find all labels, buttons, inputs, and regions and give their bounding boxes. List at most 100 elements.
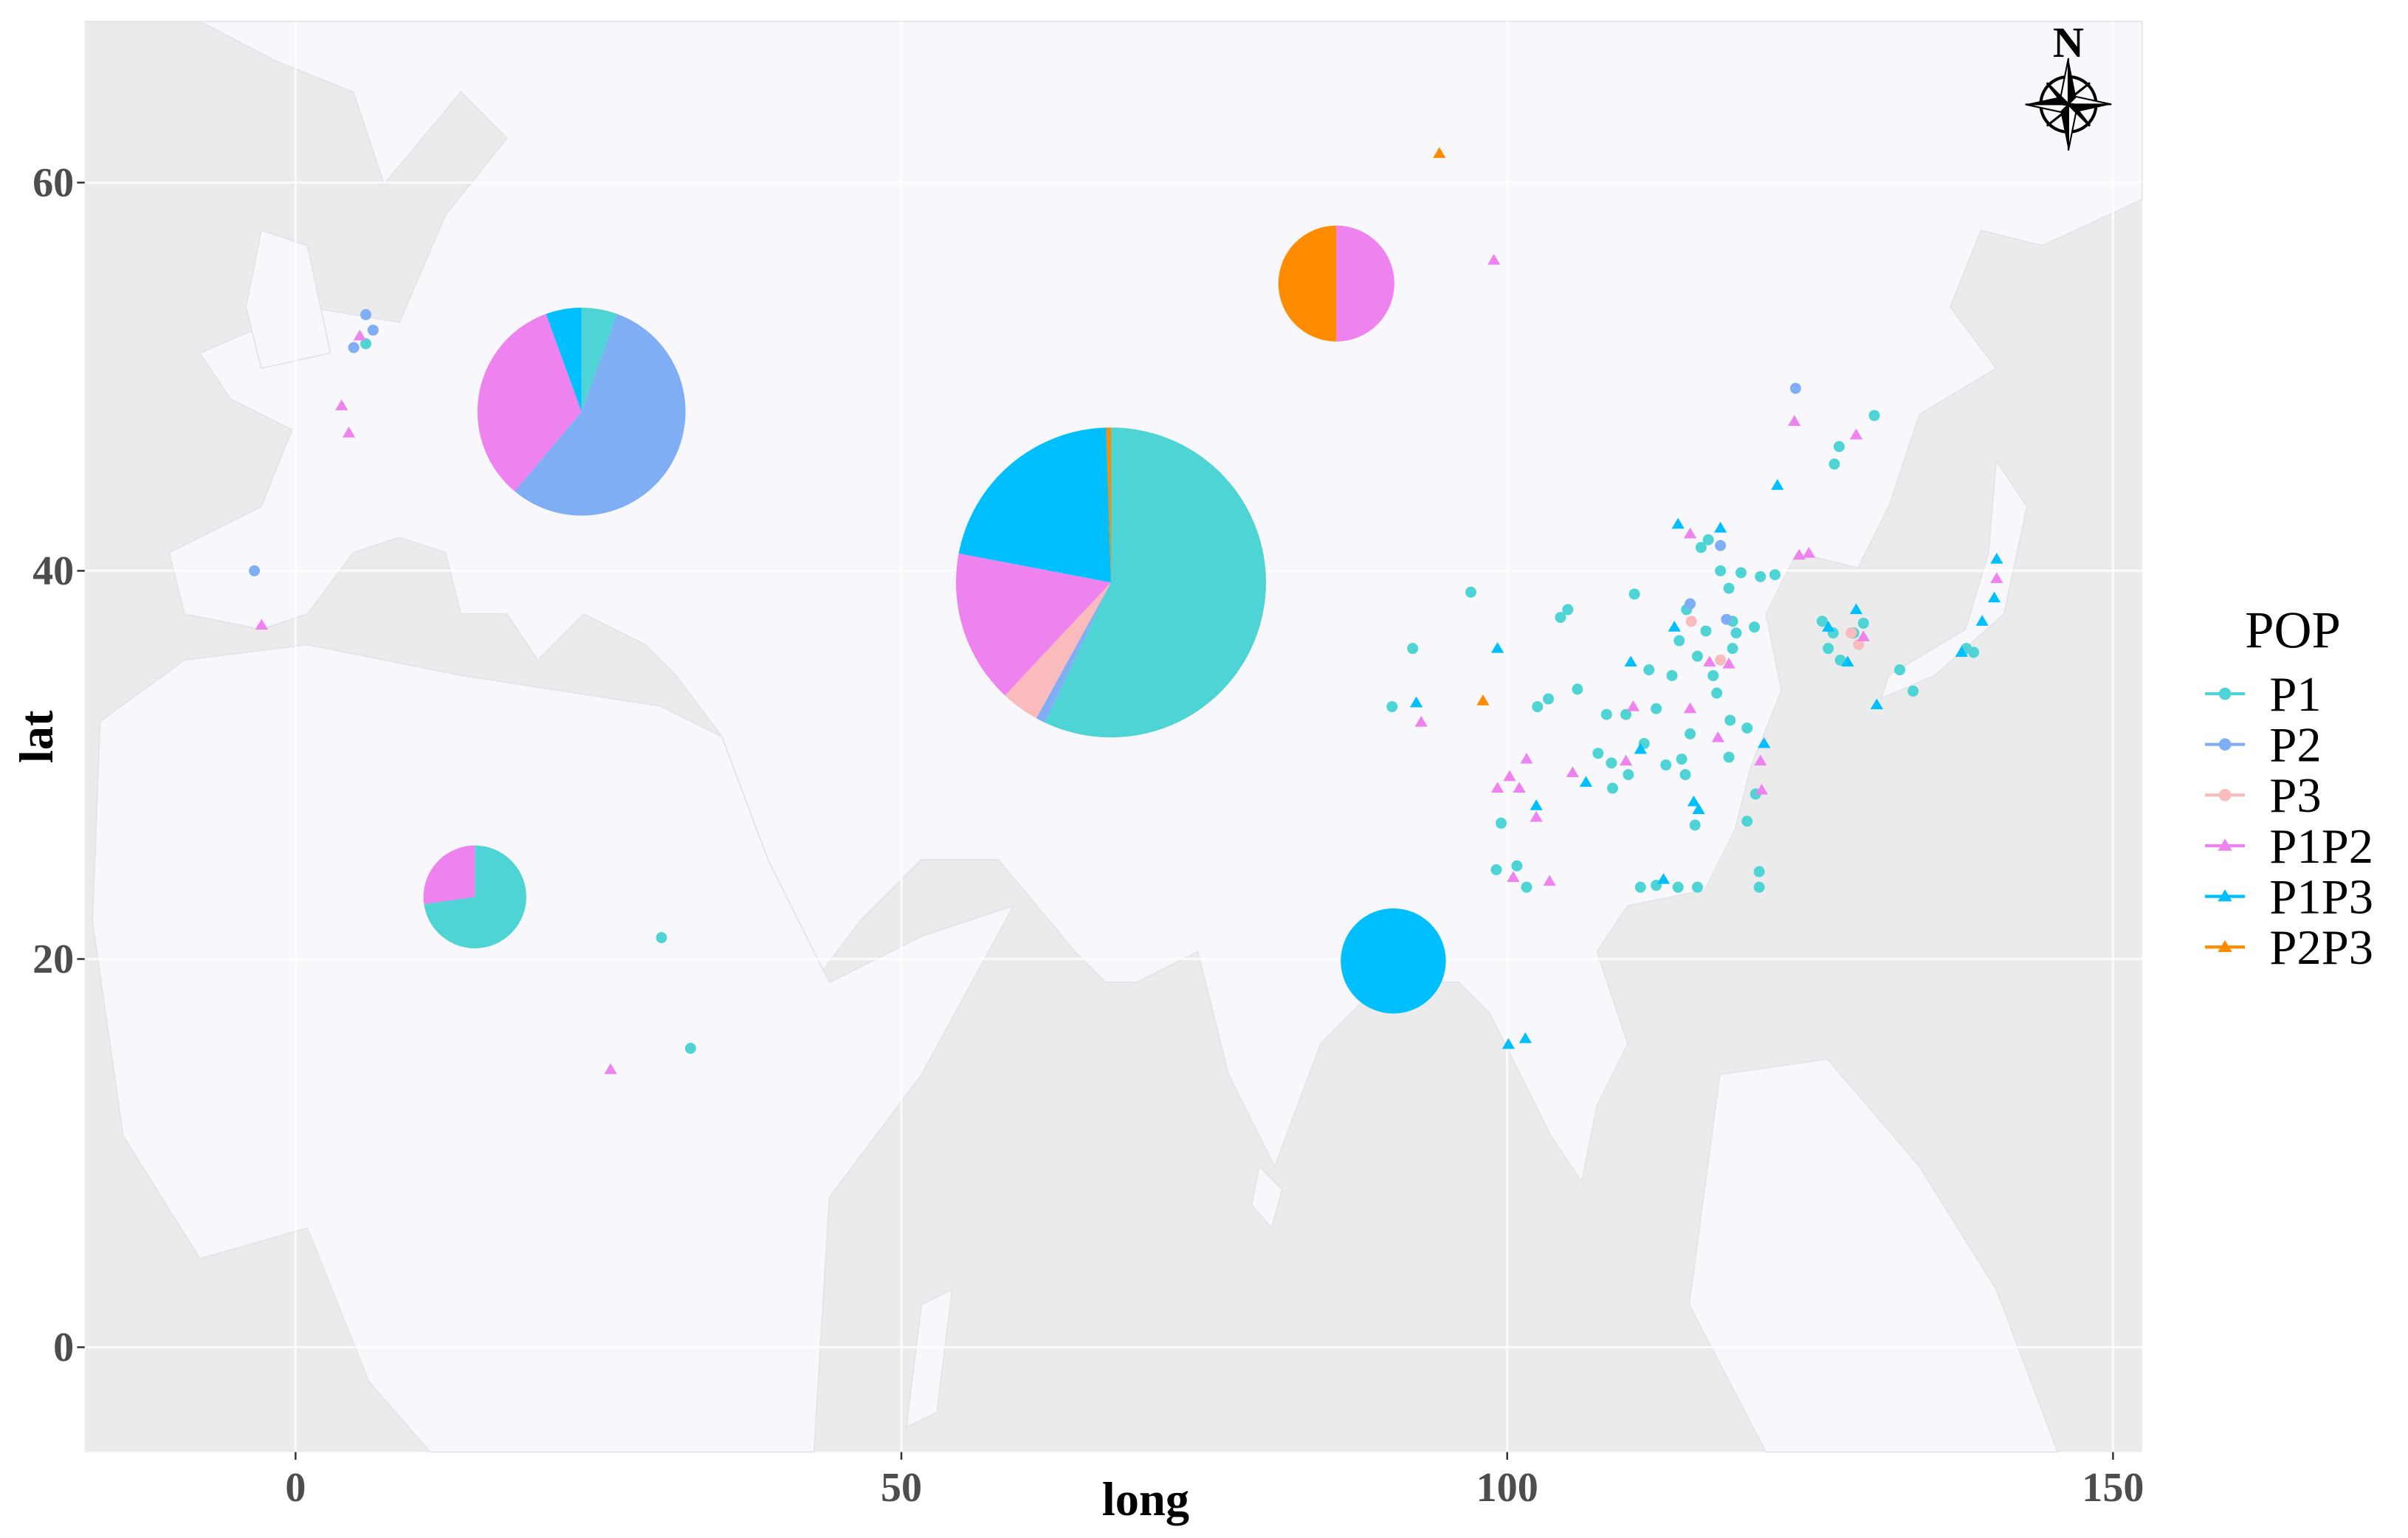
legend-label: P2P3: [2269, 921, 2373, 975]
point: [1908, 686, 1919, 697]
point: [1711, 731, 1724, 742]
point: [1513, 782, 1526, 793]
point: [1707, 669, 1719, 681]
point: [1753, 881, 1765, 893]
point: [1410, 696, 1423, 708]
point: [1975, 615, 1989, 626]
point: [1672, 881, 1684, 893]
point: [1620, 708, 1632, 720]
point: [1711, 687, 1723, 699]
point: [1829, 458, 1840, 470]
pie-slice: [955, 553, 1112, 696]
pie-slice: [424, 845, 526, 948]
point: [1749, 621, 1761, 633]
point: [1628, 588, 1640, 600]
point: [1968, 646, 1980, 658]
point: [1736, 567, 1747, 579]
point: [1521, 881, 1532, 893]
point: [1987, 591, 2001, 603]
point: [1607, 782, 1619, 794]
point: [1666, 669, 1678, 681]
point: [1579, 776, 1593, 787]
point: [1490, 864, 1502, 875]
point: [1606, 757, 1617, 769]
y-tick-label: 40: [32, 548, 74, 594]
point: [1722, 658, 1736, 669]
point: [1679, 769, 1691, 781]
pie-slice: [958, 427, 1112, 583]
point: [1823, 643, 1834, 655]
point: [1518, 1032, 1532, 1044]
point: [1490, 642, 1504, 653]
pie: [955, 427, 1267, 738]
point: [1724, 714, 1736, 726]
point: [335, 399, 348, 410]
point: [1683, 702, 1697, 714]
point: [1543, 693, 1555, 705]
pie: [1341, 908, 1446, 1014]
x-tick-label: 0: [285, 1465, 306, 1511]
point: [1849, 603, 1863, 615]
point: [1685, 728, 1696, 739]
point: [353, 329, 366, 341]
point: [1715, 654, 1727, 666]
point: [1532, 701, 1544, 713]
point: [1721, 613, 1733, 625]
x-tick-label: 150: [2082, 1465, 2144, 1511]
point: [348, 342, 360, 354]
pie: [1278, 225, 1394, 342]
y-tick-label: 20: [32, 937, 74, 982]
point: [1723, 582, 1735, 594]
point: [1501, 1038, 1515, 1049]
legend-marker: [2218, 738, 2232, 751]
legend-label: P2: [2269, 719, 2321, 773]
point: [1955, 646, 1968, 657]
point: [1894, 664, 1906, 676]
point: [1683, 527, 1697, 539]
point: [1723, 751, 1735, 763]
point: [1691, 650, 1703, 662]
pie-slice: [1036, 582, 1112, 723]
point: [1692, 803, 1705, 814]
point: [1769, 569, 1781, 581]
pie-slice: [1106, 427, 1112, 583]
legend-label: P1: [2269, 668, 2321, 722]
point: [1990, 553, 2003, 564]
point: [1816, 615, 1828, 627]
point: [255, 618, 269, 630]
point: [1520, 752, 1533, 764]
point: [1592, 748, 1604, 759]
grid: [84, 21, 2142, 1452]
point: [360, 308, 372, 320]
point: [1833, 441, 1845, 452]
point: [1802, 547, 1816, 558]
compass: [2025, 58, 2112, 151]
point: [1490, 782, 1504, 793]
legend-marker: [2218, 687, 2232, 700]
southeast-islands: [1688, 1058, 2059, 1453]
point: [1695, 542, 1707, 554]
point: [1673, 635, 1685, 646]
point: [1691, 881, 1703, 893]
point: [1407, 643, 1419, 655]
point: [1487, 254, 1501, 265]
point: [1676, 754, 1688, 765]
x-axis-title: long: [1102, 1473, 1189, 1525]
point: [1845, 627, 1857, 639]
pie: [477, 307, 686, 516]
pie-slice: [1341, 908, 1446, 1014]
point: [1530, 810, 1543, 822]
point: [1503, 770, 1516, 782]
point: [1834, 654, 1846, 666]
point: [1572, 683, 1583, 695]
axes: 0 50 100 150 0 20 40 60: [32, 160, 2144, 1511]
point: [1713, 521, 1727, 533]
point: [1755, 570, 1767, 582]
legend-label: P3: [2269, 769, 2321, 823]
point: [1619, 754, 1633, 766]
point: [1634, 742, 1647, 754]
x-tick-label: 100: [1476, 1465, 1538, 1511]
point: [1849, 428, 1863, 440]
